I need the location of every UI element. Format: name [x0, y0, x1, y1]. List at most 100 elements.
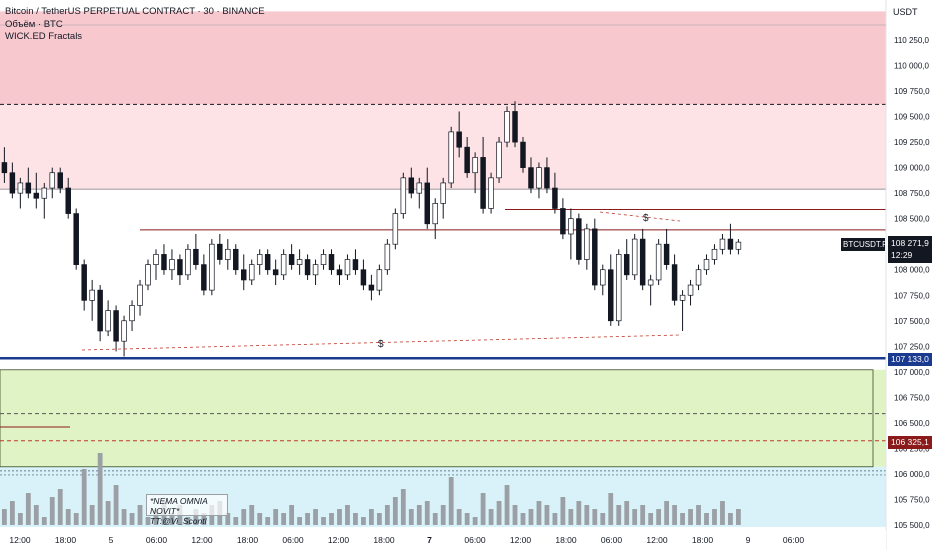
- volume-indicator-label: Объём · BTC: [5, 18, 63, 30]
- candle-body: [280, 254, 287, 276]
- volume-bar: [392, 497, 398, 525]
- volume-bar: [121, 509, 127, 525]
- volume-bar: [33, 505, 39, 525]
- candle-body: [576, 218, 582, 260]
- volume-bar: [145, 517, 151, 525]
- candle-body: [97, 289, 103, 332]
- candle-body: [687, 284, 694, 296]
- candle-body: [296, 259, 303, 265]
- candle-body: [480, 157, 486, 209]
- price-tick-label: 106 750,0: [894, 393, 930, 402]
- volume-bar: [408, 509, 414, 525]
- volume-bar: [257, 513, 263, 525]
- candle-body: [488, 177, 494, 209]
- candle-body: [288, 254, 295, 265]
- volume-bar: [584, 505, 590, 525]
- volume-bar: [49, 497, 55, 525]
- price-tick-label: 105 500,0: [894, 521, 930, 530]
- candle-body: [73, 213, 79, 265]
- candle-body: [177, 259, 183, 276]
- price-tick-label: 110 000,0: [894, 62, 930, 71]
- candle-body: [464, 146, 470, 174]
- current-price-value: 108 271,9: [891, 238, 929, 248]
- volume-bar: [480, 493, 486, 525]
- time-tick-label: 18:00: [55, 535, 77, 545]
- volume-bar: [696, 505, 701, 525]
- candle-body: [233, 248, 239, 271]
- candle-body: [193, 248, 199, 265]
- candle-body: [336, 269, 343, 276]
- time-tick-label: 9: [746, 535, 751, 545]
- candle-body: [121, 320, 127, 342]
- volume-bar: [704, 513, 709, 525]
- dollar-marker-top: $: [643, 213, 649, 224]
- fractals-indicator-label: WICK.ED Fractals: [5, 31, 83, 42]
- bull-zone-border: [0, 369, 874, 468]
- candle-body: [695, 269, 702, 286]
- candle-body: [432, 203, 438, 225]
- time-tick-label: 06:00: [146, 535, 168, 545]
- volume-bar: [225, 513, 231, 525]
- blue-level-tag: 107 133,0: [888, 353, 932, 366]
- candle-body: [57, 172, 63, 189]
- candle-body: [328, 254, 335, 271]
- time-tick-label: 18:00: [555, 535, 577, 545]
- candle-body: [512, 111, 518, 143]
- time-axis-bg: [0, 530, 886, 550]
- candle-body: [552, 187, 558, 209]
- volume-bar: [496, 501, 502, 525]
- volume-bar: [440, 505, 446, 525]
- candle-body: [608, 269, 614, 322]
- candle-body: [169, 259, 175, 271]
- candle-body: [719, 238, 726, 250]
- watermark-line-2: TT:@Vi_Scontl: [150, 516, 207, 526]
- volume-bar: [728, 513, 733, 525]
- candle-body: [376, 269, 383, 291]
- volume-bar: [544, 505, 550, 525]
- volume-bar: [736, 509, 741, 525]
- candle-body: [272, 269, 279, 276]
- candle-body: [711, 248, 718, 260]
- chart-legend: Bitcoin / TetherUS PERPETUAL CONTRACT · …: [5, 6, 265, 44]
- price-tick-label: 109 000,0: [894, 164, 930, 173]
- volume-bar: [201, 513, 207, 525]
- price-tick-label: 109 500,0: [894, 113, 930, 122]
- candle-body: [679, 294, 686, 301]
- chart-title: Bitcoin / TetherUS PERPETUAL CONTRACT · …: [5, 6, 265, 17]
- candle-body: [615, 254, 622, 322]
- watermark-text-box: *NEMA OMNIA NOVIT* TT:@Vi_Scontl: [146, 494, 228, 526]
- volume-bar: [57, 489, 63, 525]
- candle-body: [352, 259, 359, 271]
- price-tick-label: 108 000,0: [894, 266, 930, 275]
- volume-bar: [369, 509, 374, 525]
- currency-label[interactable]: USDT: [893, 7, 918, 17]
- candle-body: [623, 254, 630, 276]
- time-tick-label: 06:00: [282, 535, 304, 545]
- candle-body: [408, 177, 415, 194]
- volume-bar: [185, 517, 191, 525]
- symbol-tag: BTCUSDT.P: [841, 238, 888, 251]
- candle-body: [528, 167, 534, 189]
- price-tick-label: 106 500,0: [894, 419, 930, 428]
- volume-bar: [233, 517, 239, 525]
- candle-body: [360, 269, 367, 286]
- candle-body: [256, 254, 263, 265]
- volume-bar: [297, 517, 302, 525]
- time-tick-label: 18:00: [373, 535, 395, 545]
- candle-body: [264, 254, 271, 271]
- volume-bar: [568, 509, 574, 525]
- time-tick-label: 06:00: [783, 535, 805, 545]
- volume-bar: [624, 501, 630, 525]
- candle-body: [735, 241, 742, 250]
- candle-body: [416, 182, 423, 194]
- candle-body: [201, 264, 207, 291]
- volume-bar: [384, 505, 390, 525]
- volume-bar: [376, 513, 382, 525]
- trendline-bottom: [81, 334, 681, 351]
- candle-body: [129, 305, 135, 322]
- volume-bar: [640, 505, 646, 525]
- time-tick-label: 06:00: [601, 535, 623, 545]
- price-tick-label: 107 500,0: [894, 317, 930, 326]
- volume-bar: [552, 513, 558, 525]
